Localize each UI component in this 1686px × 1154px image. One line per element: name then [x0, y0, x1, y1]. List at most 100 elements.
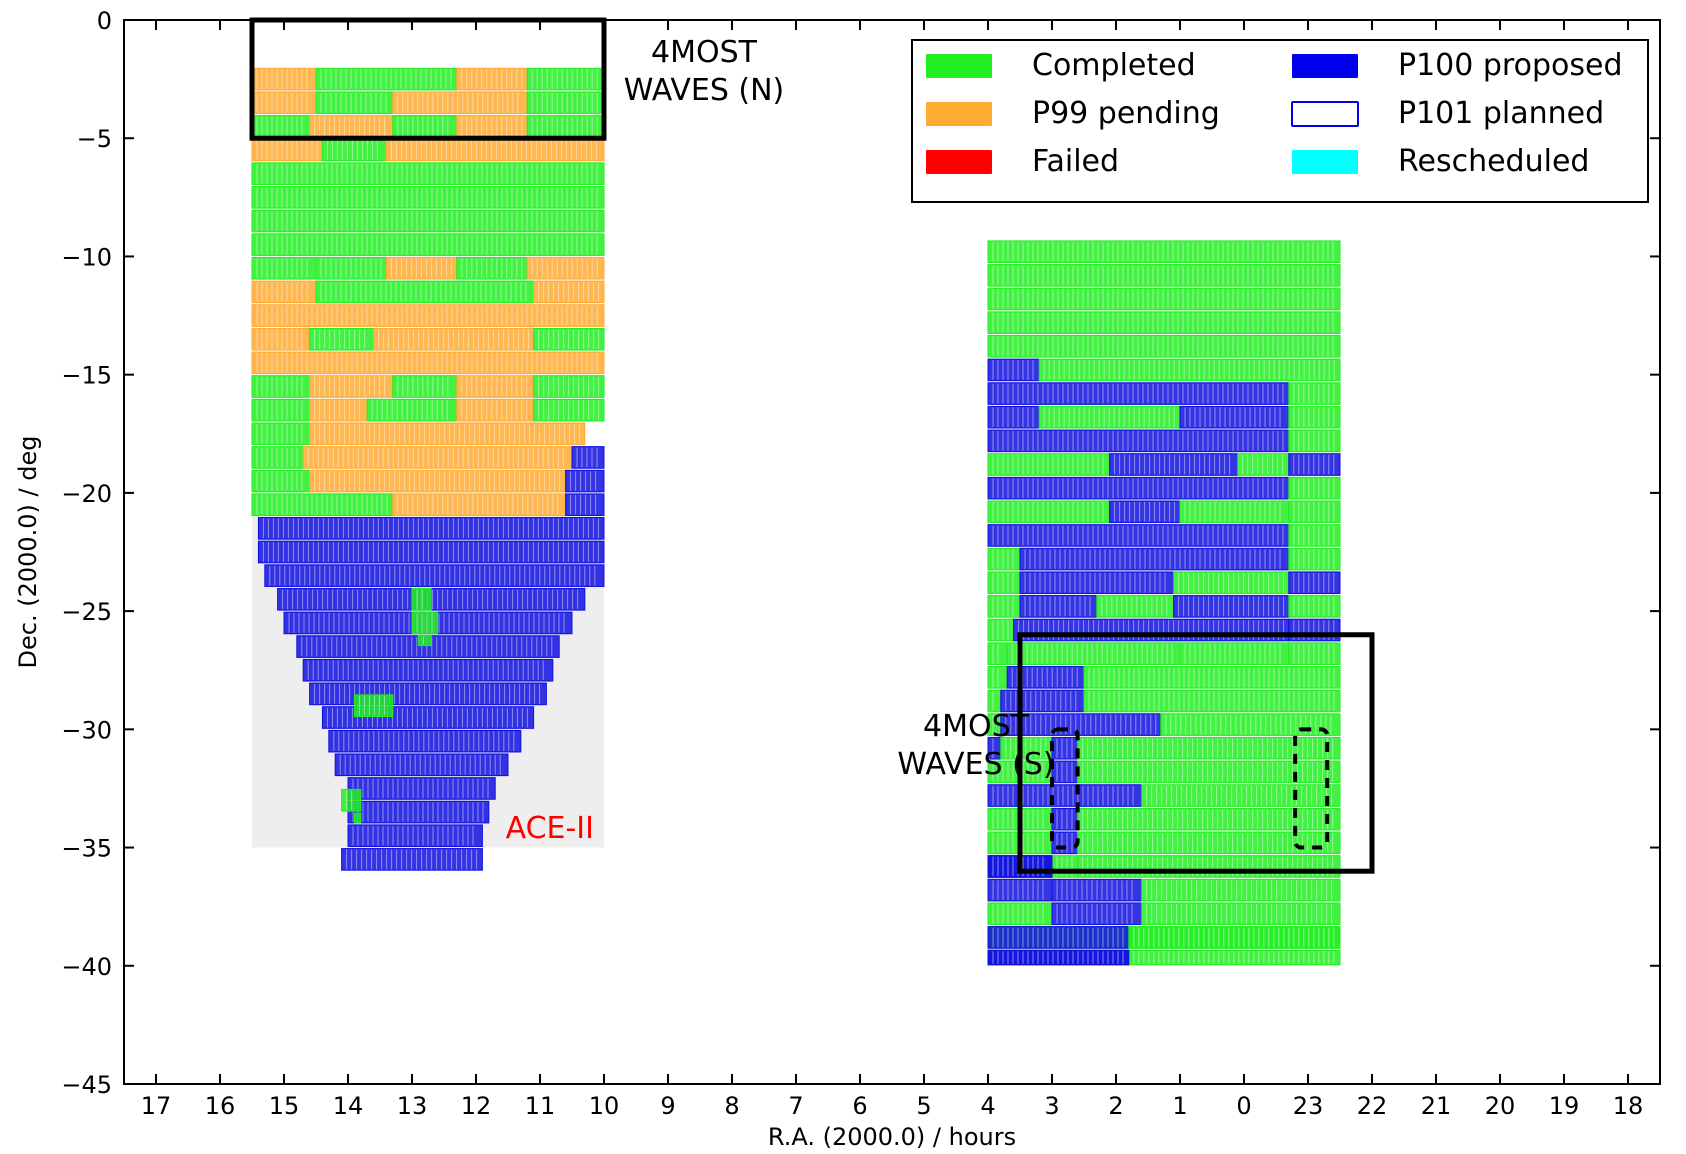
tile-hatching — [256, 471, 303, 491]
tile-hatching — [992, 833, 1044, 853]
tile-strip — [411, 587, 432, 611]
tile-hatching — [352, 802, 484, 822]
tile-strip — [1288, 382, 1341, 405]
legend-label: Rescheduled — [1398, 144, 1589, 179]
tile-hatching — [397, 92, 519, 113]
tile-strip — [347, 824, 483, 848]
tile-hatching — [269, 565, 596, 586]
tile-strip — [1141, 902, 1341, 926]
x-tick-label: 13 — [397, 1092, 428, 1120]
tile-hatching — [1184, 501, 1281, 522]
tile-hatching — [992, 572, 1014, 593]
tile-strip — [1288, 642, 1341, 665]
tile-strip — [251, 422, 311, 446]
tile-strip — [533, 327, 605, 351]
tile-strip — [1160, 713, 1341, 736]
tile-hatching — [256, 494, 388, 515]
tile-hatching — [256, 329, 303, 350]
tile-hatching — [256, 116, 303, 137]
tile-hatching — [1056, 809, 1073, 830]
x-axis: 17 16 15 14 13 12 11 10 9 8 7 6 5 4 3 2 1 0 23 22 21 20 19 18 — [141, 20, 1643, 1120]
tile-hatching — [256, 140, 318, 160]
tile-hatching — [371, 400, 448, 420]
waves-label: 4MOST — [651, 35, 758, 70]
legend-swatch — [926, 102, 992, 126]
tile-hatching — [992, 312, 1334, 333]
tile-hatching — [992, 501, 1104, 522]
tile-hatching — [339, 754, 501, 775]
tile-hatching — [1088, 691, 1335, 711]
tile-hatching — [320, 92, 387, 113]
tile-strip — [353, 812, 362, 824]
legend-label: P100 proposed — [1398, 48, 1623, 83]
tile-strip — [1288, 618, 1341, 642]
tile-strip — [1288, 547, 1341, 571]
tile-strip — [309, 422, 586, 446]
tile-strip — [251, 115, 311, 138]
tile-strip — [987, 240, 1341, 264]
tile-strip — [251, 327, 311, 351]
tile-strip — [251, 233, 605, 256]
tile-hatching — [256, 376, 303, 397]
tile-hatching — [531, 116, 598, 137]
tile-hatching — [992, 454, 1104, 475]
tile-hatching — [1024, 596, 1091, 617]
tile-hatching — [256, 353, 598, 373]
legend-swatch — [926, 54, 992, 78]
tile-hatching — [326, 140, 378, 160]
tile-hatching — [358, 695, 385, 716]
tile-hatching — [992, 951, 1124, 964]
tile-strip — [1077, 855, 1341, 878]
tile-hatching — [307, 447, 564, 468]
tile-strip — [417, 635, 432, 647]
x-tick-label: 5 — [916, 1092, 931, 1120]
tile-hatching — [314, 684, 541, 704]
legend-label: Completed — [1032, 48, 1196, 83]
tile-strip — [526, 256, 605, 280]
tile-strip — [1288, 500, 1341, 524]
tile-strip — [987, 500, 1111, 524]
tile-strip — [1051, 760, 1079, 784]
tile-hatching — [314, 423, 581, 444]
tile-strip — [334, 753, 509, 777]
tile-hatching — [1056, 738, 1073, 759]
tile-strip — [309, 469, 567, 493]
x-tick-label: 9 — [660, 1092, 675, 1120]
tile-strip — [251, 446, 304, 469]
tile-strip — [251, 469, 311, 493]
y-axis-label: Dec. (2000.0) / deg — [14, 436, 42, 669]
tile-strip — [353, 694, 394, 718]
tile-hatching — [1101, 596, 1168, 617]
tile-hatching — [1011, 667, 1078, 688]
tile-hatching — [992, 265, 1334, 286]
x-tick-label: 23 — [1293, 1092, 1324, 1120]
tile-hatching — [256, 258, 308, 279]
tile-hatching — [256, 163, 598, 184]
tile-strip — [987, 453, 1111, 476]
tile-hatching — [461, 69, 523, 89]
y-tick-label: −15 — [61, 362, 112, 390]
tile-hatching — [538, 376, 600, 397]
tile-hatching — [1293, 454, 1335, 475]
x-tick-label: 8 — [724, 1092, 739, 1120]
tile-hatching — [320, 282, 527, 302]
tile-strip — [1051, 855, 1079, 878]
tile-hatching — [256, 92, 308, 113]
tile-hatching — [461, 400, 528, 420]
tile-hatching — [352, 778, 489, 799]
tile-hatching — [378, 329, 530, 350]
tile-strip — [1288, 524, 1341, 547]
y-tick-label: −35 — [61, 835, 112, 863]
tile-hatching — [1056, 903, 1133, 924]
y-tick-label: 0 — [97, 7, 112, 35]
tile-strip — [1173, 595, 1290, 618]
tile-strip — [533, 375, 605, 398]
tile-hatching — [1293, 383, 1335, 404]
tile-hatching — [1018, 620, 1285, 640]
x-tick-label: 6 — [852, 1092, 867, 1120]
tile-hatching — [1114, 501, 1176, 522]
tile-hatching — [314, 471, 561, 491]
tile-strip — [987, 311, 1341, 334]
y-axis: 0 −5 −10 −15 −20 −25 −30 −35 −40 −45 — [61, 7, 1660, 1099]
waves-label: WAVES (S) — [897, 747, 1054, 782]
